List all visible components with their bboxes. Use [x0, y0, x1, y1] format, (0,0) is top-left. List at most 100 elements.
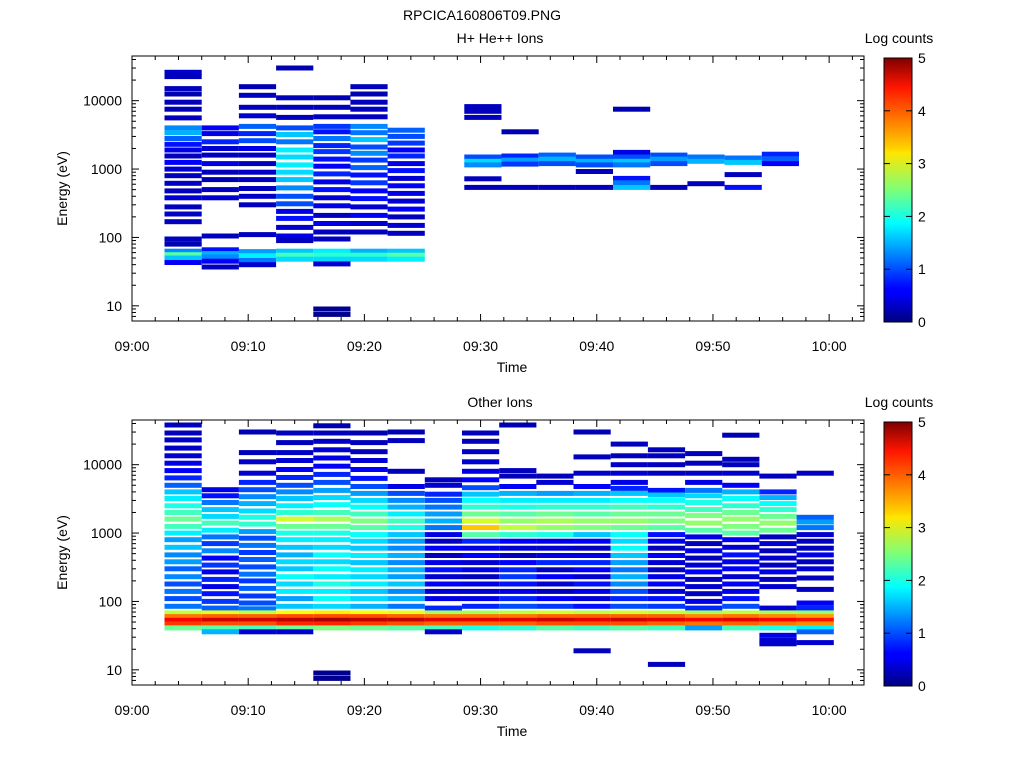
- heatmap-cell: [501, 129, 539, 135]
- heatmap-cell: [759, 473, 797, 479]
- heatmap-cell: [164, 544, 202, 550]
- heatmap-cell: [313, 625, 351, 631]
- heatmap-cell: [238, 571, 277, 577]
- heatmap-cell: [238, 564, 277, 570]
- heatmap-cell: [350, 99, 388, 105]
- colorbar-tick-label: 5: [918, 414, 926, 430]
- heatmap-cell: [164, 130, 202, 136]
- y-tick-label: 10: [106, 662, 122, 678]
- heatmap-cell: [499, 468, 537, 474]
- heatmap-cell: [538, 156, 576, 162]
- heatmap-cell: [499, 545, 537, 551]
- heatmap-cell: [350, 130, 388, 136]
- heatmap-cell: [164, 510, 202, 515]
- heatmap-cell: [350, 567, 388, 573]
- heatmap-cell: [387, 140, 425, 146]
- heatmap-cell: [722, 496, 760, 501]
- heatmap-cell: [164, 147, 202, 153]
- heatmap-cell: [387, 538, 425, 544]
- heatmap-cell: [350, 165, 388, 171]
- heatmap-cell: [387, 560, 425, 566]
- heatmap-cell: [201, 617, 239, 623]
- heatmap-cell: [350, 475, 388, 481]
- heatmap-cell: [610, 596, 648, 602]
- heatmap-cell: [238, 514, 277, 520]
- x-tick-label: 10:00: [812, 702, 847, 718]
- heatmap-cell: [313, 221, 351, 226]
- heatmap-cell: [796, 575, 834, 581]
- heatmap-cell: [350, 511, 388, 517]
- heatmap-cell: [722, 566, 760, 572]
- heatmap-cell: [759, 641, 797, 647]
- heatmap-cell: [238, 459, 277, 465]
- heatmap-cell: [313, 438, 351, 444]
- heatmap-cell: [573, 553, 611, 558]
- heatmap-cell: [313, 95, 351, 101]
- heatmap-cell: [462, 545, 500, 551]
- heatmap-cell: [164, 460, 202, 466]
- heatmap-cell: [201, 187, 239, 193]
- heatmap-cell: [573, 454, 611, 460]
- heatmap-cell: [722, 516, 760, 522]
- heatmap-cell: [313, 261, 351, 267]
- heatmap-cell: [164, 475, 202, 481]
- heatmap-cell: [276, 566, 314, 572]
- heatmap-cell: [647, 617, 686, 623]
- heatmap-cell: [387, 161, 425, 167]
- heatmap-cell: [573, 545, 611, 551]
- heatmap-cell: [501, 161, 539, 167]
- heatmap-cell: [501, 157, 539, 163]
- heatmap-cell: [610, 545, 648, 551]
- heatmap-cell: [610, 470, 648, 476]
- heatmap-cell: [164, 430, 202, 436]
- heatmap-cell: [796, 552, 834, 558]
- heatmap-cell: [722, 470, 760, 476]
- heatmap-cell: [610, 617, 648, 623]
- heatmap-cell: [722, 537, 760, 543]
- heatmap-cell: [350, 256, 388, 262]
- plot-frame: [131, 419, 865, 686]
- heatmap-cell: [164, 159, 202, 165]
- heatmap-cell: [464, 184, 502, 190]
- heatmap-cell: [647, 614, 686, 620]
- heatmap-cell: [499, 518, 537, 524]
- heatmap-cell: [759, 555, 797, 561]
- heatmap-cell: [238, 529, 277, 535]
- heatmap-cell: [464, 154, 502, 160]
- heatmap-cell: [276, 224, 314, 230]
- heatmap-cell: [238, 104, 277, 110]
- heatmap-cell: [499, 596, 537, 602]
- heatmap-cell: [276, 516, 314, 522]
- x-tick-label: 09:40: [579, 702, 614, 718]
- heatmap-cell: [201, 146, 239, 151]
- heatmap-cell: [276, 467, 314, 472]
- heatmap-cell: [276, 154, 314, 160]
- heatmap-cell: [761, 156, 799, 162]
- heatmap-cell: [575, 154, 613, 160]
- heatmap-cell: [462, 468, 500, 474]
- heatmap-cell: [350, 518, 388, 524]
- heatmap-cell: [201, 131, 239, 137]
- heatmap-cell: [650, 161, 688, 167]
- heatmap-cell: [387, 468, 425, 474]
- heatmap-cell: [424, 532, 462, 538]
- heatmap-cell: [424, 588, 462, 594]
- heatmap-cell: [238, 470, 277, 476]
- heatmap-cell: [462, 603, 500, 609]
- heatmap-cell: [276, 574, 314, 580]
- heatmap-cell: [164, 99, 202, 105]
- heatmap-cell: [164, 141, 202, 147]
- figure-title: RPCICA160806T09.PNG: [403, 7, 561, 23]
- heatmap-cell: [313, 581, 351, 587]
- heatmap-cell: [647, 610, 686, 616]
- x-tick-label: 09:40: [579, 338, 614, 354]
- heatmap-cell: [610, 479, 648, 485]
- heatmap-cell: [350, 114, 388, 120]
- heatmap-cell: [499, 610, 537, 616]
- heatmap-cell: [276, 503, 314, 509]
- heatmap-cell: [238, 92, 277, 98]
- heatmap-cell: [350, 172, 388, 178]
- colorbar-gradient: [883, 421, 913, 687]
- heatmap-cell: [164, 166, 202, 172]
- heatmap-cell: [573, 648, 611, 654]
